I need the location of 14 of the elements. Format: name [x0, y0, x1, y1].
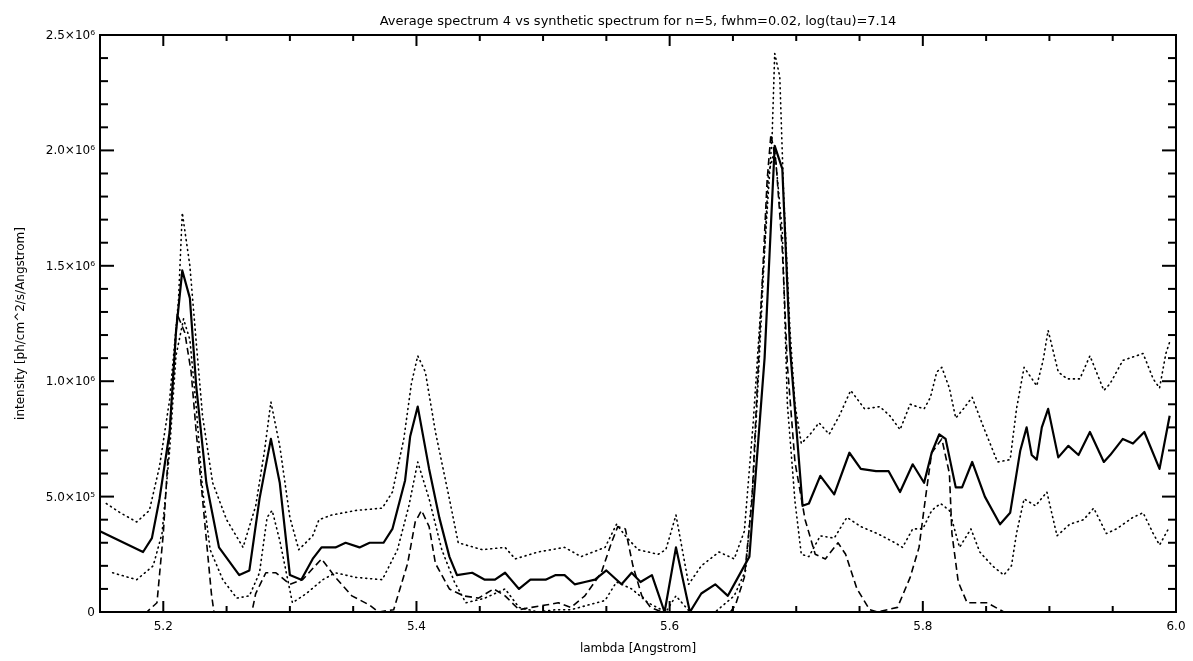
y-tick-label: 1.5×10⁶ — [45, 258, 96, 273]
y-tick-label: 5.0×10⁵ — [45, 489, 96, 504]
chart-title: Average spectrum 4 vs synthetic spectrum for n=5, fwhm=0.02, log(tau)=7.14 — [379, 13, 897, 28]
y-tick-label: 2.5×10⁶ — [45, 28, 96, 42]
x-tick-label: 5.6 — [660, 619, 680, 633]
x-tick-label: 5.8 — [913, 619, 933, 633]
y-tick-label: 2.0×10⁶ — [45, 143, 96, 158]
x-axis-title: lambda [Angstrom] — [579, 641, 697, 655]
x-tick-label: 5.4 — [406, 619, 427, 633]
x-tick-label: 6.0 — [1166, 619, 1186, 633]
y-axis-title: intensity [ph/cm^2/s/Angstrom] — [13, 227, 27, 420]
y-tick-label: 0 — [87, 605, 95, 619]
x-tick-label: 5.2 — [153, 619, 173, 633]
y-tick-label: 1.0×10⁶ — [45, 374, 96, 389]
